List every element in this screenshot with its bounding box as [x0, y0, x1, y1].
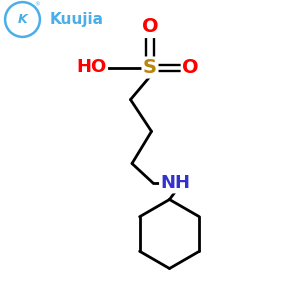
Text: O: O	[142, 17, 158, 37]
Text: HO: HO	[76, 58, 106, 76]
Text: O: O	[182, 58, 199, 77]
Text: NH: NH	[160, 174, 190, 192]
Text: S: S	[143, 58, 157, 77]
Text: K: K	[18, 13, 27, 26]
Text: Kuujia: Kuujia	[50, 12, 104, 27]
Text: ®: ®	[34, 2, 40, 7]
